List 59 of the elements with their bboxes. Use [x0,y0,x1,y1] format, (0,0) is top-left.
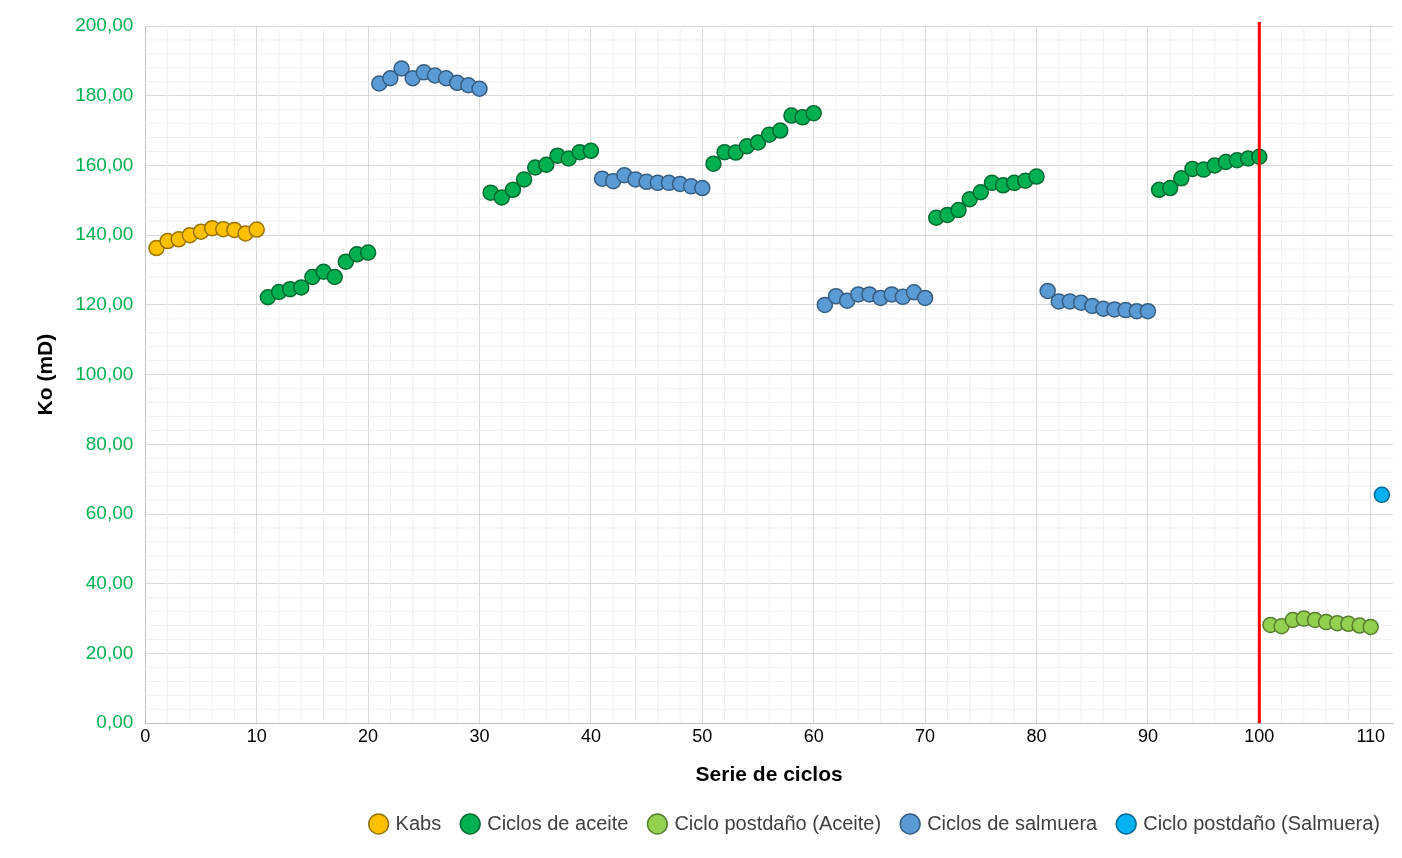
legend-label: Ciclos de aceite [487,811,629,834]
y-tick-label: 20,00 [85,641,134,663]
point [972,184,990,201]
point [337,253,355,270]
legend-label: Ciclos de salmuera [927,811,1099,834]
y-tick-label: 80,00 [85,432,134,454]
point [504,181,522,199]
legend-label: Ciclo postdaño (Salmuera) [1143,811,1380,834]
point [749,134,767,151]
x-tick-label: 90 [1137,725,1158,746]
point [705,155,722,172]
y-tick-label: 60,00 [85,502,134,524]
point [393,60,410,77]
point [1362,618,1379,636]
y-tick-label: 180,00 [75,83,134,105]
y-axis-title: Ko (mD) [33,333,57,416]
point [772,122,789,139]
legend-label: Kabs [395,811,442,834]
y-tick-label: 120,00 [75,293,134,315]
point [538,156,555,173]
point [493,189,511,206]
point [471,80,488,97]
x-axis-title: Serie de ciclos [695,762,843,786]
point [1039,282,1056,300]
x-tick-label: 20 [358,725,379,746]
point [382,70,399,87]
point [805,104,822,122]
point [1028,168,1045,185]
y-tick-label: 140,00 [75,223,134,245]
x-tick-label: 70 [915,725,936,746]
y-tick-label: 0,00 [96,711,134,733]
y-tick-label: 200,00 [75,14,134,36]
point [293,279,310,296]
x-tick-label: 40 [580,725,601,746]
x-tick-label: 10 [246,725,267,746]
y-tick-label: 100,00 [75,362,134,384]
x-tick-label: 60 [803,725,824,746]
x-tick-label: 100 [1244,725,1275,746]
point [582,142,600,160]
point [1373,486,1391,504]
x-tick-label: 80 [1026,725,1047,746]
point [326,268,343,286]
x-tick-label: 110 [1356,725,1386,746]
point [950,201,967,219]
point [1139,302,1157,320]
point [1173,170,1190,187]
point [359,244,377,261]
point [916,289,934,307]
x-tick-label: 50 [692,725,713,746]
point [1161,179,1179,197]
point [694,179,711,197]
x-tick-label: 30 [469,725,490,746]
y-tick-label: 160,00 [75,153,134,175]
point [816,296,834,314]
legend-label: Ciclo postdaño (Aceite) [674,811,882,834]
x-tick-label: 0 [140,725,151,746]
point [248,221,265,238]
point [515,171,533,188]
y-tick-label: 40,00 [85,571,134,593]
